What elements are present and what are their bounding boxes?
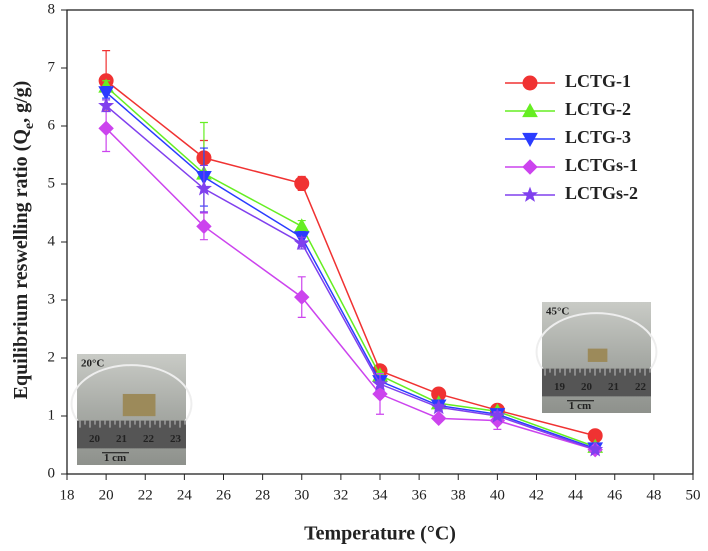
x-tick-label: 22 [138, 487, 153, 503]
x-tick-label: 26 [216, 487, 232, 503]
ruler-label: 21 [116, 433, 127, 445]
point [372, 386, 388, 402]
y-tick-label: 6 [48, 117, 56, 133]
y-label-sub: e [22, 123, 37, 129]
point [293, 234, 310, 250]
point [430, 410, 447, 427]
legend-marker [521, 186, 539, 202]
y-tick-label: 8 [48, 1, 56, 17]
legend-marker [522, 102, 538, 118]
series [98, 97, 604, 457]
point [196, 218, 212, 235]
point [294, 289, 310, 305]
point [294, 175, 310, 191]
x-tick-label: 38 [451, 487, 466, 503]
x-tick-label: 18 [60, 487, 75, 503]
x-tick-label: 34 [373, 487, 389, 503]
scale-label: 1 cm [569, 400, 591, 412]
ruler [77, 420, 186, 449]
x-tick-label: 44 [568, 487, 584, 503]
point [430, 398, 447, 415]
x-tick-label: 50 [686, 487, 701, 503]
legend-label: LCTGs-2 [565, 183, 638, 203]
legend-label: LCTG-1 [565, 71, 631, 91]
y-axis-label: Equilibrium reswelling ratio (Qe, g/g) [10, 81, 37, 400]
x-tick-label: 20 [99, 487, 114, 503]
gel [587, 348, 608, 362]
inset-photo: 45°C 19 20 21 22 1 cm [535, 302, 658, 413]
ruler-label: 19 [554, 381, 566, 393]
y-tick-label: 1 [48, 407, 56, 423]
legend-marker [522, 75, 538, 91]
y-tick-label: 7 [48, 59, 56, 75]
y-tick-label: 4 [48, 233, 56, 249]
point [98, 120, 114, 137]
point [195, 180, 212, 196]
ruler-label: 20 [89, 433, 101, 445]
ruler-label: 22 [635, 381, 647, 393]
x-tick-label: 32 [333, 487, 348, 503]
ruler-label: 20 [581, 381, 593, 393]
x-tick-label: 28 [255, 487, 270, 503]
legend-marker [522, 159, 538, 175]
ruler-label: 23 [170, 433, 182, 445]
legend-marker [522, 132, 538, 148]
y-tick-label: 5 [48, 175, 56, 191]
x-tick-label: 42 [529, 487, 544, 503]
x-tick-label: 36 [412, 487, 428, 503]
x-axis-label: Temperature (°C) [304, 523, 456, 545]
point [371, 375, 389, 391]
x-tick-label: 24 [177, 487, 193, 503]
ruler-label: 21 [608, 381, 619, 393]
scale-label: 1 cm [104, 452, 126, 464]
y-tick-label: 2 [48, 349, 56, 365]
point [98, 97, 115, 113]
point [489, 407, 506, 423]
y-label-part: Equilibrium reswelling ratio (Q [10, 129, 32, 399]
ruler [542, 368, 651, 397]
inset-photo: 20°C 20 21 22 23 1 cm [70, 354, 193, 465]
point [587, 441, 604, 457]
x-tick-label: 48 [646, 487, 661, 503]
x-tick-label: 46 [607, 487, 623, 503]
y-label-part: , g/g) [10, 81, 32, 123]
ruler-label: 22 [143, 433, 155, 445]
gel [122, 393, 156, 417]
inset-label: 45°C [546, 306, 569, 318]
point [98, 86, 114, 101]
y-tick-label: 3 [48, 291, 56, 307]
legend-label: LCTG-2 [565, 99, 631, 119]
legend-label: LCTGs-1 [565, 155, 638, 175]
y-tick-label: 0 [48, 465, 56, 481]
x-tick-label: 40 [490, 487, 505, 503]
inset-label: 20°C [81, 358, 104, 370]
point [293, 218, 310, 233]
legend-label: LCTG-3 [565, 127, 631, 147]
x-tick-label: 30 [294, 487, 309, 503]
